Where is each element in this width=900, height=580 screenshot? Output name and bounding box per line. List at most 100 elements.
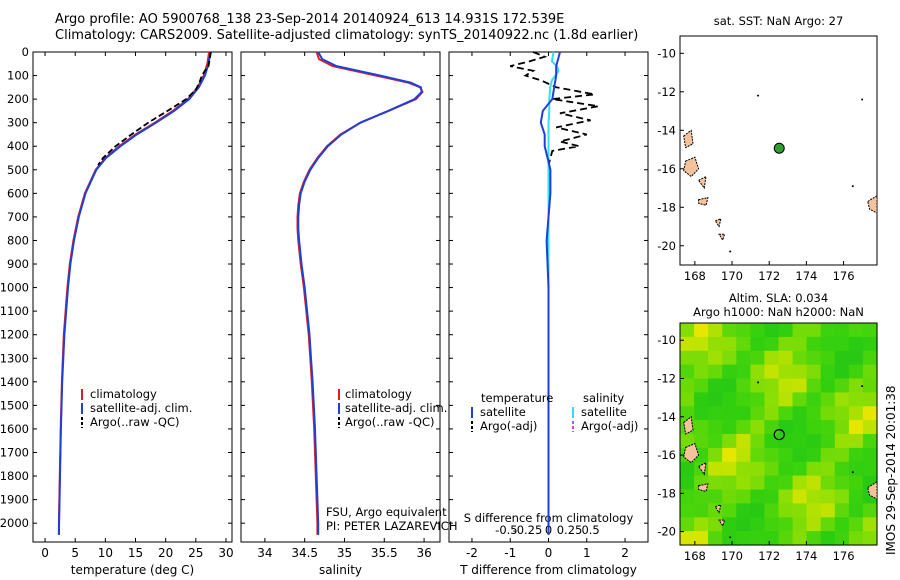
- sla-cell: [694, 350, 709, 366]
- sla-cell: [680, 489, 695, 504]
- difference-top-tick-label: -0.5: [495, 523, 517, 537]
- sla-cell: [862, 323, 878, 338]
- sla-cell: [764, 378, 780, 393]
- sla-cell: [750, 434, 766, 449]
- temperature-argo-line: [97, 51, 212, 166]
- difference-plot-xtick-label: -2: [466, 546, 478, 560]
- sla-cell: [834, 517, 850, 532]
- sla-cell: [834, 475, 850, 491]
- temperature-plot-ytick-label: 1900: [0, 493, 29, 507]
- islet: [861, 385, 864, 388]
- islet: [851, 185, 854, 188]
- temperature-plot-ytick-label: 2000: [0, 516, 29, 530]
- sla-cell: [708, 323, 723, 338]
- sla-cell: [722, 364, 737, 380]
- sla-cell: [694, 406, 709, 421]
- sla-map-xtick-label: 176: [833, 549, 855, 563]
- sla-cell: [694, 392, 709, 407]
- sla-cell: [806, 461, 822, 477]
- sla-cell: [764, 420, 780, 435]
- sla-cell: [834, 364, 850, 380]
- sla-cell: [778, 531, 794, 546]
- temperature-plot-ytick-label: 1400: [0, 375, 29, 389]
- sla-cell: [862, 406, 878, 421]
- sla-cell: [736, 323, 751, 338]
- temperature-plot-xtick-label: 30: [218, 546, 233, 560]
- island: [714, 218, 722, 228]
- sla-cell: [750, 503, 766, 518]
- temperature-legend-label: climatology: [90, 387, 157, 401]
- difference-legend-label: Argo(-adj): [480, 419, 537, 433]
- sla-cell: [708, 517, 723, 532]
- difference-legend-title-temperature: temperature: [481, 391, 553, 405]
- sla-cell: [862, 503, 878, 518]
- temperature-plot-ytick-label: 200: [7, 92, 29, 106]
- sla-cell: [778, 336, 794, 352]
- sla-cell: [708, 420, 723, 435]
- sla-cell: [736, 364, 751, 380]
- temperature-plot-xtick-label: 0: [41, 546, 49, 560]
- sla-cell: [736, 378, 751, 393]
- sla-cell: [778, 378, 794, 393]
- sla-cell: [848, 489, 864, 504]
- sla-cell: [806, 517, 822, 532]
- sla-cell: [750, 517, 766, 532]
- sla-cell: [778, 406, 794, 421]
- sla-cell: [862, 364, 878, 380]
- island: [683, 156, 700, 178]
- sla-map-ytick-label: -14: [657, 410, 676, 424]
- sla-cell: [792, 503, 808, 518]
- sst-map-coastlines: [683, 94, 878, 253]
- sla-cell: [722, 475, 737, 491]
- sla-cell: [680, 503, 695, 518]
- sla-cell: [764, 434, 780, 449]
- salinity-legend-label: climatology: [345, 387, 412, 401]
- sla-cell: [792, 350, 808, 366]
- sst-map-ytick-label: -12: [657, 85, 676, 99]
- sla-cell: [862, 350, 878, 366]
- sla-cell: [736, 420, 751, 435]
- float-position-ring: [773, 428, 785, 441]
- salinity-plot-xtick-label: 35.5: [371, 546, 398, 560]
- sla-cell: [708, 475, 723, 491]
- sla-cell: [848, 503, 864, 518]
- sla-cell: [764, 350, 780, 366]
- sst-map-ytick-label: -18: [657, 200, 676, 214]
- sla-cell: [862, 434, 878, 449]
- sla-cell: [722, 420, 737, 435]
- temperature-plot-frame: [32, 51, 233, 543]
- island: [714, 504, 722, 514]
- sla-cell: [680, 350, 695, 366]
- sla-cell: [778, 489, 794, 504]
- sla-cell: [834, 406, 850, 421]
- sla-cell: [792, 406, 808, 421]
- sla-cell: [708, 364, 723, 380]
- sla-cell: [708, 434, 723, 449]
- sla-cell: [806, 447, 822, 463]
- sla-cell: [792, 489, 808, 504]
- sla-cell: [862, 420, 878, 435]
- sla-cell: [848, 364, 864, 380]
- difference-plot-xtick-label: 1: [583, 546, 591, 560]
- sst-map-xtick-label: 176: [833, 269, 855, 283]
- sla-cell: [834, 447, 850, 463]
- sla-cell: [750, 323, 766, 338]
- sla-cell: [820, 378, 836, 393]
- temperature-legend-label: Argo(..raw -QC): [90, 415, 180, 429]
- sla-cell: [722, 336, 737, 352]
- sla-cell: [848, 336, 864, 352]
- sla-cell: [820, 475, 836, 491]
- temperature-xlabel: temperature (deg C): [71, 563, 194, 577]
- sla-cell: [862, 517, 878, 532]
- sla-cell: [848, 461, 864, 477]
- sla-cell: [778, 392, 794, 407]
- sla-cell: [708, 350, 723, 366]
- sla-cell: [778, 461, 794, 477]
- island: [718, 233, 726, 242]
- sst-map-xtick-label: 174: [795, 269, 817, 283]
- temperature-legend-label: satellite-adj. clim.: [90, 401, 192, 415]
- sla-cell: [764, 503, 780, 518]
- sla-cell: [750, 531, 766, 546]
- sla-cell: [764, 447, 780, 463]
- sla-cell: [708, 392, 723, 407]
